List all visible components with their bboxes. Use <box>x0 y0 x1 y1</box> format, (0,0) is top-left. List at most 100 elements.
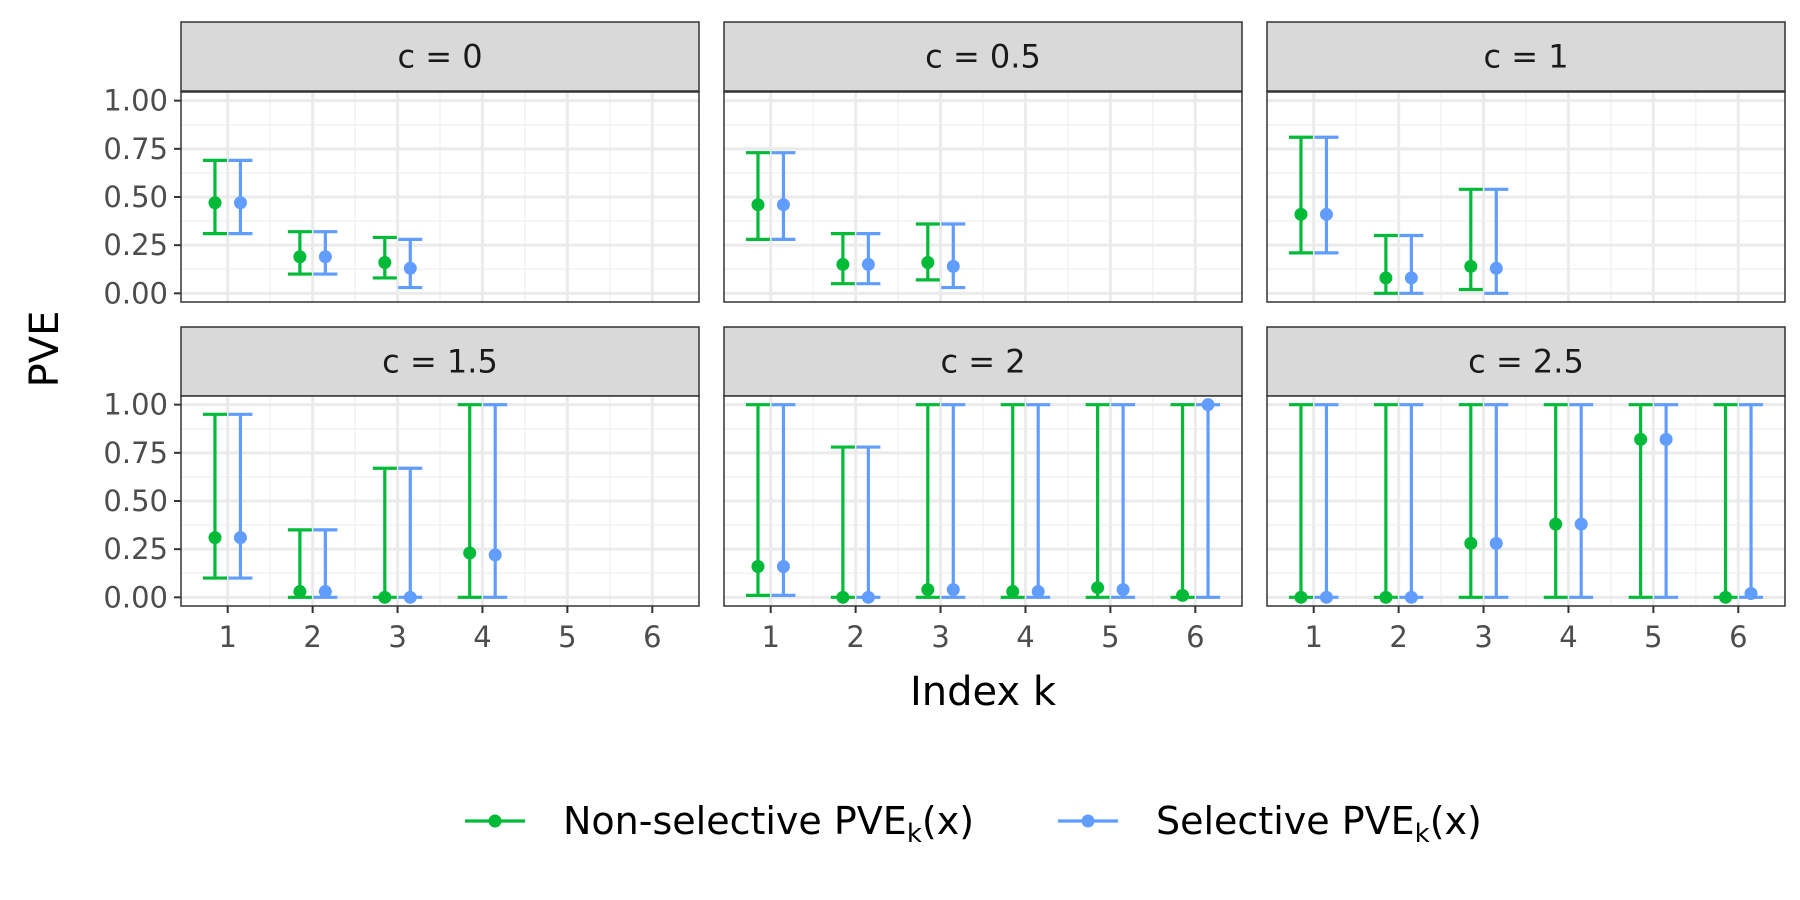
selective-errorbar <box>856 232 881 286</box>
panel-6: c = 2.5 1 2 3 4 5 6 <box>1266 326 1786 654</box>
selective-point <box>946 583 960 597</box>
selective-point <box>776 198 790 212</box>
facet-strip-label: c = 2 <box>940 343 1025 381</box>
nonselective-errorbar <box>1000 403 1025 599</box>
facet-strip-label: c = 0 <box>397 38 482 76</box>
x-tick-label: 5 <box>1101 620 1119 654</box>
nonselective-errorbar <box>1373 233 1398 295</box>
selective-point <box>318 585 332 599</box>
selective-errorbar <box>1026 403 1051 599</box>
nonselective-point <box>1294 590 1308 604</box>
selective-errorbar <box>1484 403 1509 599</box>
facet-strip-label: c = 0.5 <box>925 38 1041 76</box>
selective-point <box>1031 585 1045 599</box>
x-axis-title: Index k <box>910 669 1057 715</box>
legend-item: Selective PVEk(x) <box>1058 799 1482 849</box>
selective-errorbar <box>941 222 966 290</box>
nonselective-point <box>463 546 477 560</box>
nonselective-point <box>1549 517 1563 531</box>
facet-strip <box>723 21 1243 92</box>
x-tick-label: 1 <box>1304 620 1322 654</box>
y-tick-label: 0.50 <box>103 180 168 214</box>
nonselective-point <box>378 590 392 604</box>
nonselective-point <box>293 250 307 264</box>
y-tick-label: 0.25 <box>103 532 168 566</box>
nonselective-errorbar <box>1628 403 1653 599</box>
nonselective-errorbar <box>915 403 940 599</box>
x-tick-label: 3 <box>931 620 949 654</box>
nonselective-point <box>208 531 222 545</box>
selective-errorbar <box>1484 187 1509 295</box>
nonselective-point <box>1464 259 1478 273</box>
nonselective-point <box>1379 271 1393 285</box>
nonselective-errorbar <box>1085 403 1110 599</box>
nonselective-errorbar <box>1713 403 1738 604</box>
nonselective-point <box>1294 207 1308 221</box>
selective-errorbar <box>1569 403 1594 599</box>
selective-errorbar <box>1399 403 1424 604</box>
nonselective-errorbar <box>830 445 855 604</box>
selective-point <box>776 560 790 574</box>
x-tick-label: 5 <box>1644 620 1662 654</box>
selective-point <box>233 531 247 545</box>
nonselective-point <box>836 590 850 604</box>
panel-2: c = 0.5 <box>723 21 1243 303</box>
y-tick-label: 0.00 <box>103 276 168 310</box>
selective-errorbar <box>1399 233 1424 295</box>
nonselective-errorbar <box>1288 403 1313 604</box>
nonselective-point <box>1719 590 1733 604</box>
selective-point <box>1116 583 1130 597</box>
y-tick-label: 0.00 <box>103 580 168 614</box>
y-tick-label: 0.25 <box>103 228 168 262</box>
legend-key-point <box>1081 814 1095 828</box>
nonselective-errorbar <box>1543 403 1568 599</box>
x-tick-label: 3 <box>388 620 406 654</box>
x-tick-label: 4 <box>1559 620 1577 654</box>
selective-point <box>1489 261 1503 275</box>
selective-errorbar <box>1111 403 1136 599</box>
panel-border <box>1266 91 1786 303</box>
selective-point <box>403 261 417 275</box>
nonselective-errorbar <box>1170 403 1195 602</box>
facet-strip <box>1266 326 1786 397</box>
x-tick-label: 4 <box>473 620 491 654</box>
x-tick-label: 2 <box>303 620 321 654</box>
panel-border <box>723 395 1243 607</box>
panel-border <box>1266 395 1786 607</box>
x-tick-label: 6 <box>643 620 661 654</box>
panel-5: c = 2 1 2 3 4 5 6 <box>723 326 1243 654</box>
y-axis-title: PVE <box>22 311 68 388</box>
selective-errorbar <box>771 403 796 598</box>
nonselective-point <box>208 196 222 210</box>
nonselective-errorbar <box>372 235 397 280</box>
selective-point <box>1659 432 1673 446</box>
x-tick-label: 2 <box>1389 620 1407 654</box>
legend-key-point <box>488 814 502 828</box>
panel-border <box>723 91 1243 303</box>
facet-strip <box>180 21 700 92</box>
nonselective-point <box>1091 581 1105 595</box>
nonselective-errorbar <box>745 151 770 241</box>
x-tick-label: 6 <box>1729 620 1747 654</box>
selective-errorbar <box>398 466 423 604</box>
selective-errorbar <box>941 403 966 599</box>
nonselective-errorbar <box>202 412 227 580</box>
selective-point <box>488 548 502 562</box>
nonselective-errorbar <box>202 158 227 236</box>
selective-point <box>1319 207 1333 221</box>
x-tick-label: 1 <box>761 620 779 654</box>
selective-point <box>233 196 247 210</box>
selective-point <box>1201 398 1215 412</box>
legend: Non-selective PVEk(x) Selective PVEk(x) <box>465 799 1482 849</box>
selective-point <box>1574 517 1588 531</box>
x-tick-label: 2 <box>846 620 864 654</box>
nonselective-point <box>293 585 307 599</box>
selective-errorbar <box>1739 403 1764 600</box>
facet-strip <box>1266 21 1786 92</box>
legend-label: Non-selective PVEk(x) <box>563 799 974 849</box>
legend-label: Selective PVEk(x) <box>1156 799 1482 849</box>
facet-strip-label: c = 1 <box>1483 38 1568 76</box>
x-tick-label: 1 <box>218 620 236 654</box>
panel-4: c = 1.5 0.00 0.25 0.50 0.75 1.00 1 2 3 4 5 6 <box>103 326 700 654</box>
x-tick-label: 6 <box>1186 620 1204 654</box>
